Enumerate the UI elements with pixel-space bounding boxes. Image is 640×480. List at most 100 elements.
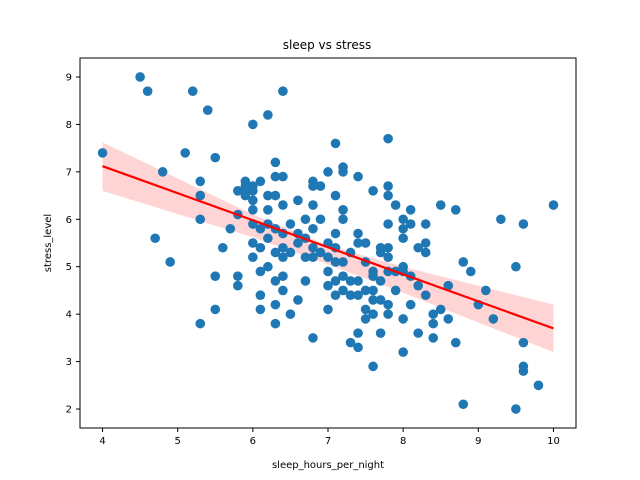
scatter-point bbox=[390, 285, 401, 296]
y-tick-label: 4 bbox=[66, 310, 72, 321]
scatter-point bbox=[225, 223, 236, 234]
scatter-point bbox=[338, 257, 348, 267]
scatter-point bbox=[210, 152, 221, 163]
scatter-point bbox=[375, 276, 386, 286]
scatter-point bbox=[338, 204, 348, 215]
scatter-point bbox=[518, 366, 529, 376]
scatter-point bbox=[315, 247, 326, 258]
scatter-point bbox=[293, 295, 303, 305]
scatter-point bbox=[285, 247, 296, 258]
scatter-point bbox=[300, 252, 311, 263]
scatter-point bbox=[270, 318, 281, 329]
scatter-point bbox=[278, 271, 288, 282]
scatter-point bbox=[405, 219, 416, 229]
scatter-point bbox=[323, 252, 333, 263]
scatter-point bbox=[368, 309, 378, 319]
scatter-point bbox=[465, 266, 476, 277]
scatter-point bbox=[368, 361, 378, 372]
scatter-point bbox=[278, 86, 288, 97]
scatter-point bbox=[360, 314, 371, 324]
scatter-point bbox=[278, 252, 288, 263]
scatter-point bbox=[548, 200, 559, 210]
scatter-point bbox=[428, 333, 439, 343]
scatter-point bbox=[353, 276, 363, 286]
scatter-point bbox=[278, 242, 288, 253]
scatter-point bbox=[263, 233, 273, 244]
scatter-point bbox=[330, 276, 341, 286]
x-tick-label: 4 bbox=[99, 436, 105, 447]
y-tick-label: 9 bbox=[66, 72, 72, 83]
scatter-point bbox=[330, 257, 341, 267]
regression-line-layer bbox=[102, 165, 554, 330]
scatter-point bbox=[398, 314, 408, 324]
scatter-point bbox=[360, 238, 371, 248]
scatter-point bbox=[255, 304, 266, 315]
scatter-point bbox=[330, 190, 341, 201]
scatter-point bbox=[353, 328, 363, 338]
scatter-point bbox=[435, 200, 446, 210]
scatter-point bbox=[285, 219, 296, 229]
x-tick-label: 7 bbox=[325, 436, 331, 447]
x-axis-ticks: 4 5 6 7 8 9 10 bbox=[99, 428, 560, 447]
scatter-point bbox=[157, 167, 168, 177]
chart-title: sleep vs stress bbox=[283, 38, 371, 52]
scatter-point bbox=[481, 285, 491, 296]
scatter-point bbox=[443, 314, 454, 324]
scatter-point bbox=[353, 290, 363, 300]
x-tick-label: 9 bbox=[475, 436, 481, 447]
scatter-point bbox=[345, 290, 356, 300]
scatter-point bbox=[270, 190, 281, 201]
scatter-point bbox=[308, 181, 318, 191]
scatter-point bbox=[278, 171, 288, 182]
scatter-point bbox=[518, 337, 529, 348]
scatter-point bbox=[308, 242, 318, 253]
scatter-point bbox=[435, 304, 446, 315]
scatter-point bbox=[248, 119, 258, 130]
scatter-point bbox=[383, 242, 393, 253]
scatter-point bbox=[233, 186, 243, 196]
scatter-point bbox=[450, 337, 461, 348]
scatter-point bbox=[330, 290, 341, 300]
scatter-point bbox=[330, 138, 341, 149]
scatter-point bbox=[240, 190, 251, 201]
scatter-point bbox=[248, 195, 258, 206]
scatter-point bbox=[308, 252, 318, 263]
scatter-point bbox=[278, 285, 288, 296]
scatter-point bbox=[383, 299, 393, 310]
scatter-point bbox=[278, 200, 288, 210]
x-tick-label: 5 bbox=[175, 436, 181, 447]
scatter-point bbox=[420, 219, 431, 229]
scatter-point bbox=[398, 233, 408, 244]
scatter-point bbox=[488, 314, 499, 324]
scatter-point bbox=[195, 190, 206, 201]
scatter-point bbox=[458, 399, 469, 410]
scatter-point bbox=[338, 167, 348, 177]
scatter-point bbox=[368, 285, 378, 296]
regression-line bbox=[102, 165, 554, 330]
scatter-point bbox=[255, 266, 266, 277]
y-tick-label: 5 bbox=[66, 262, 72, 273]
scatter-point bbox=[383, 252, 393, 263]
scatter-point bbox=[300, 276, 311, 286]
scatter-point bbox=[180, 148, 191, 158]
scatter-point bbox=[511, 404, 521, 414]
scatter-point bbox=[398, 223, 408, 234]
scatter-point bbox=[420, 247, 431, 258]
scatter-point bbox=[195, 318, 206, 329]
scatter-point bbox=[210, 271, 221, 282]
scatter-point bbox=[202, 105, 213, 115]
scatter-point bbox=[308, 200, 318, 210]
y-tick-label: 3 bbox=[66, 357, 72, 368]
scatter-point bbox=[360, 285, 371, 296]
x-tick-label: 10 bbox=[547, 436, 560, 447]
scatter-point bbox=[511, 261, 521, 272]
scatter-point bbox=[405, 204, 416, 215]
scatter-point bbox=[345, 337, 356, 348]
scatter-point bbox=[195, 214, 206, 225]
scatter-point bbox=[383, 181, 393, 191]
scatter-point bbox=[97, 148, 108, 158]
scatter-point bbox=[217, 242, 228, 253]
scatter-point bbox=[383, 190, 393, 201]
scatter-point bbox=[195, 176, 206, 187]
